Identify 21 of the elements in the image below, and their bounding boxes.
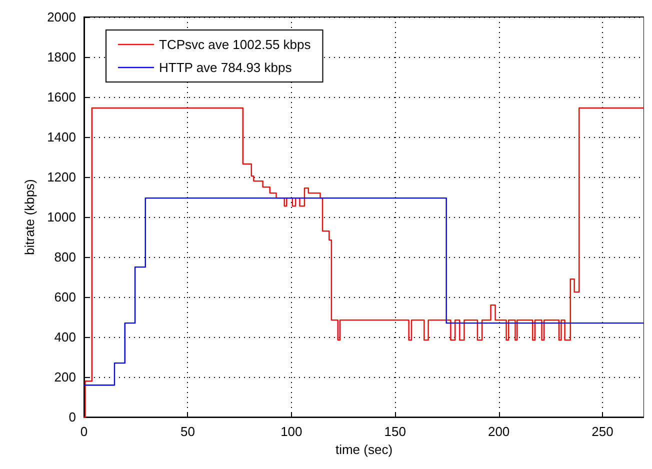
legend-label: HTTP ave 784.93 kbps — [159, 60, 292, 75]
y-tick-label: 1200 — [47, 170, 76, 185]
y-tick-label: 200 — [54, 370, 76, 385]
y-tick-label: 1800 — [47, 50, 76, 65]
y-tick-label: 1000 — [47, 210, 76, 225]
y-tick-label: 1600 — [47, 90, 76, 105]
y-tick-label: 600 — [54, 290, 76, 305]
y-tick-label: 800 — [54, 250, 76, 265]
legend-label: TCPsvc ave 1002.55 kbps — [159, 37, 312, 52]
y-tick-label: 2000 — [47, 10, 76, 24]
x-axis-title: time (sec) — [335, 442, 393, 457]
x-tick-label: 50 — [180, 424, 195, 440]
y-axis-title: bitrate (kbps) — [22, 179, 37, 255]
x-tick-label: 200 — [488, 424, 510, 440]
x-tick-label: 250 — [592, 424, 614, 440]
y-tick-label: 400 — [54, 330, 76, 345]
x-tick-label: 100 — [280, 424, 302, 440]
y-tick-label: 0 — [68, 410, 76, 425]
y-tick-label: 1400 — [47, 130, 76, 145]
x-tick-label: 0 — [80, 424, 88, 440]
x-tick-label: 150 — [384, 424, 406, 440]
